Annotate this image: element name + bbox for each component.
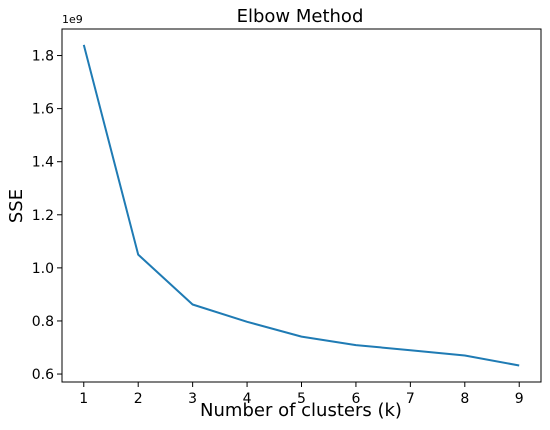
y-tick-label: 0.8 [32,314,54,330]
series-group [82,44,520,367]
x-axis-label: Number of clusters (k) [200,400,402,421]
chart-title: Elbow Method [237,6,364,27]
y-tick-label: 1.2 [32,208,54,224]
x-tick-label: 1 [79,391,88,407]
y-tick-label: 1.6 [32,102,54,118]
x-axis-ticks: 1 2 3 4 5 6 7 8 9 [79,382,524,407]
x-tick-label: 4 [243,391,252,407]
x-tick-label: 8 [460,391,469,407]
x-tick-label: 2 [134,391,143,407]
series-line [82,44,520,367]
plot-area-frame [61,28,542,383]
y-tick-label: 1.4 [32,155,54,171]
x-tick-label: 6 [351,391,360,407]
x-tick-label: 9 [515,391,524,407]
y-axis-ticks: 0.6 0.8 1.0 1.2 1.4 1.6 1.8 [32,49,62,383]
y-tick-label: 1.0 [32,261,54,277]
y-tick-label: 1.8 [32,49,54,65]
y-tick-label: 0.6 [32,367,54,383]
x-tick-label: 7 [406,391,415,407]
x-tick-label: 5 [297,391,306,407]
y-axis-offset-label: 1e9 [62,13,83,26]
x-tick-label: 3 [188,391,197,407]
y-axis-label: SSE [6,189,27,223]
